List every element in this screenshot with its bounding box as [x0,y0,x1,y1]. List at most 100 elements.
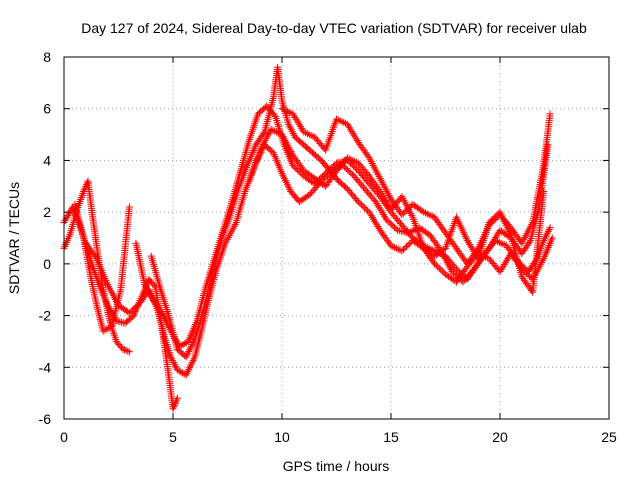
data-point [374,223,382,231]
data-point [379,193,387,201]
data-point [307,131,315,139]
data-point [289,110,297,118]
data-point [347,169,355,177]
data-point [484,246,492,254]
data-point [364,152,372,160]
data-point [370,215,378,223]
data-point [485,244,493,252]
data-point [289,162,297,170]
y-tick-label: -2 [39,308,52,324]
y-tick-label: -4 [39,359,52,375]
data-point [384,217,392,225]
data-point [297,123,304,131]
data-point [171,400,179,407]
data-point [369,214,376,222]
data-point [108,288,116,296]
chart-title: Day 127 of 2024, Sidereal Day-to-day VTE… [81,20,587,36]
data-point [435,264,443,272]
data-point [119,345,127,353]
data-point [187,360,195,368]
data-point [542,249,550,257]
data-point [423,210,431,218]
data-point [381,195,388,203]
data-point [343,120,351,128]
data-point [495,238,503,246]
y-tick-label: 2 [43,204,51,220]
data-point [404,205,412,213]
y-axis-label: SDTVAR / TECUs [6,182,22,294]
data-point [125,309,133,317]
data-point [373,221,381,229]
data-point [372,219,380,227]
data-point [497,266,505,274]
plot-frame [63,56,610,420]
data-point [186,362,194,370]
data-point [350,162,358,170]
data-point [448,268,456,276]
y-tick-label: 0 [43,256,51,272]
data-point [113,298,120,305]
data-point [171,401,178,409]
data-point [352,135,360,143]
data-point [344,166,352,174]
data-point [374,201,382,209]
data-point [270,151,278,159]
data-point [524,271,532,279]
data-point [389,222,397,230]
data-point [386,219,394,227]
data-point [345,155,353,163]
data-point [264,131,272,139]
data-point [497,239,505,247]
data-point [540,188,548,195]
data-point [170,359,178,366]
data-point [284,142,292,150]
data-point [121,346,128,354]
data-point [379,211,387,218]
data-point [284,182,292,190]
data-point [291,114,299,121]
data-point [548,234,556,242]
data-point [172,398,180,406]
data-point [333,115,340,123]
data-point [269,126,277,134]
data-point [357,201,365,209]
data-point [485,221,493,229]
data-point [422,209,429,217]
data-point [391,244,399,251]
data-point [342,184,350,192]
data-point [353,165,361,173]
data-point [189,326,197,334]
data-point [545,226,553,233]
data-point [342,165,350,173]
data-point [403,206,411,214]
data-point [427,212,435,220]
data-point [362,205,370,213]
data-point [542,231,550,239]
data-point [185,366,193,374]
data-point [322,169,330,177]
data-point [451,271,459,279]
data-point [543,229,551,237]
data-point [132,303,140,311]
data-point [482,253,489,261]
data-point [500,260,508,268]
data-point [407,210,415,218]
data-point [383,216,391,224]
data-point [487,241,495,249]
data-point [350,131,358,139]
data-point [525,238,533,246]
data-point [396,246,404,254]
data-point [353,137,361,144]
data-point [522,232,530,240]
data-point [185,336,193,343]
data-point [278,169,286,177]
data-point [378,209,386,217]
data-point [186,344,194,352]
data-point [289,130,297,137]
x-tick-label: 10 [274,429,290,445]
data-point [329,162,337,170]
data-point [498,264,506,272]
data-point [361,204,368,212]
data-point [450,269,458,277]
